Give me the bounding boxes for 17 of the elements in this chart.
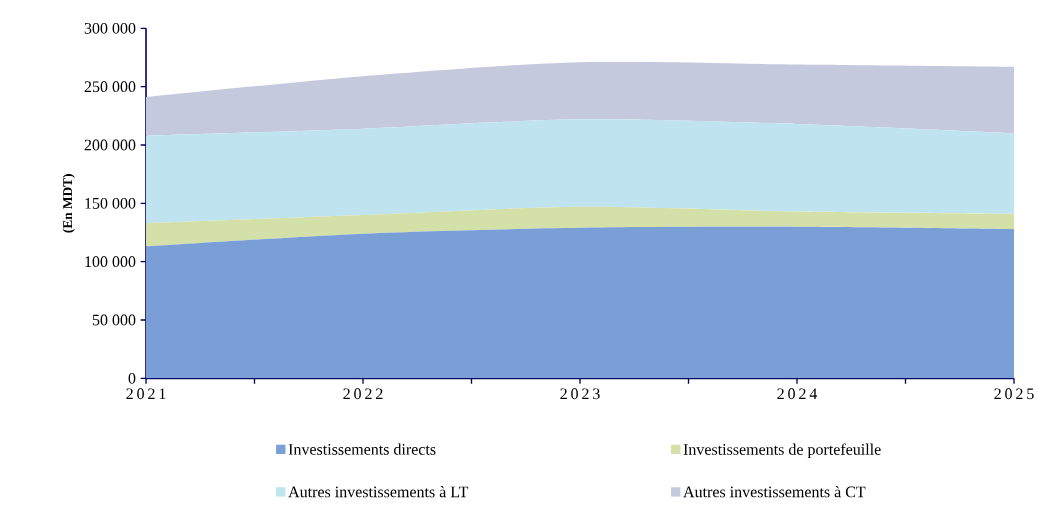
y-tick-label: 200 000	[84, 139, 136, 151]
y-tick-label: 0	[128, 372, 136, 384]
x-tick-label: 2 0 2 1	[126, 388, 166, 400]
x-tick-label: 2 0 2 3	[560, 388, 600, 400]
y-tick-label: 50 000	[92, 314, 136, 326]
legend-label: Autres investissements à CT	[683, 486, 866, 498]
x-tick-label: 2 0 2 4	[777, 388, 818, 400]
x-tick-label: 2 0 2 2	[343, 388, 383, 400]
legend-label: Autres investissements à LT	[288, 486, 469, 498]
y-tick-label: 150 000	[85, 197, 136, 209]
legend-label: Investissements directs	[288, 443, 436, 455]
y-tick-label: 300 000	[84, 22, 136, 34]
x-tick-label: 2 0 2 5	[994, 388, 1034, 400]
legend-label: Investissements de portefeuille	[683, 443, 881, 459]
y-tick-label: 100 000	[85, 256, 136, 268]
y-tick-label: 250 000	[84, 81, 136, 93]
y-axis-title: (En MDT)	[62, 174, 75, 233]
